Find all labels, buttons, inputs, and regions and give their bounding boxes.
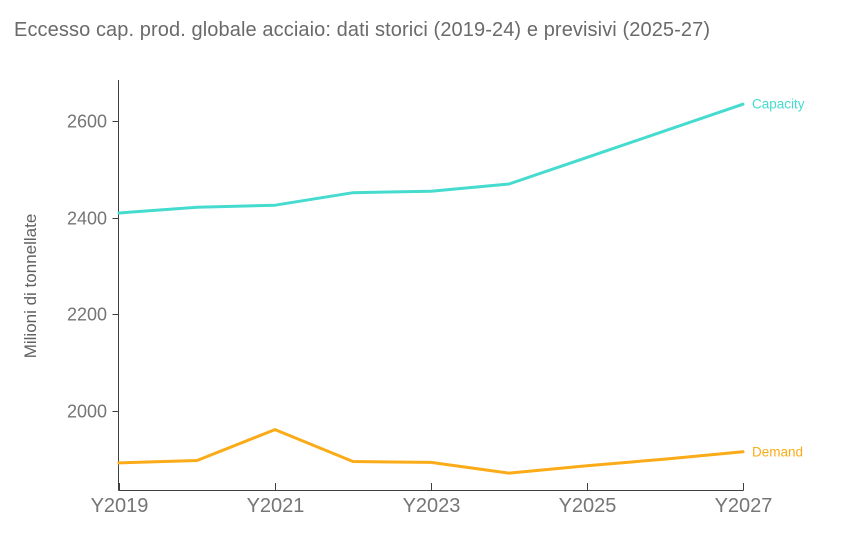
x-tick-label: Y2019 [91, 495, 149, 517]
x-tick-label: Y2023 [403, 495, 461, 517]
demand-label: Demand [752, 444, 803, 459]
y-tick-label: 2000 [67, 402, 107, 422]
demand-line [117, 428, 745, 475]
x-tick-label: Y2025 [559, 495, 617, 517]
capacity-label: Capacity [752, 97, 805, 112]
y-tick-label: 2400 [67, 209, 107, 229]
x-tick-label: Y2027 [715, 495, 773, 517]
x-tick-label: Y2021 [247, 495, 305, 517]
y-tick-label: 2200 [67, 305, 107, 325]
chart-title: Eccesso cap. prod. globale acciaio: dati… [14, 19, 711, 41]
capacity-line [117, 102, 745, 215]
y-tick-label: 2600 [67, 112, 107, 132]
